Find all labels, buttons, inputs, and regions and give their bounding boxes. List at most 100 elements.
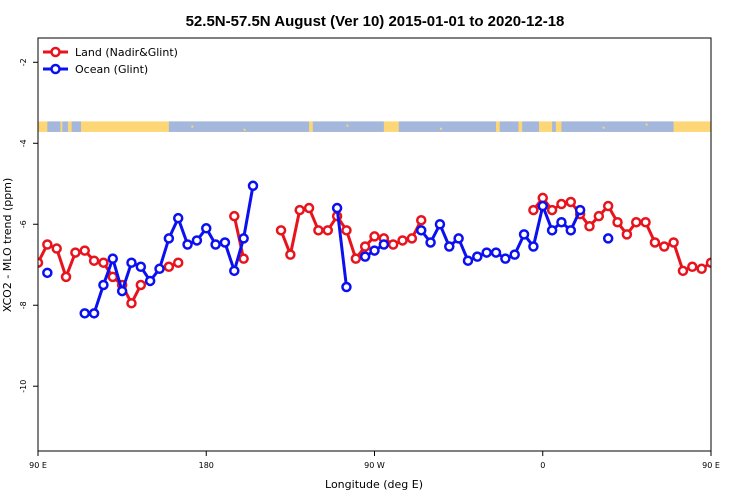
data-point (500, 253, 511, 264)
y-tick-label: -4 (19, 139, 28, 147)
data-point (98, 257, 109, 268)
landmask-speck (346, 124, 349, 127)
data-point (406, 233, 418, 244)
data-point (490, 247, 502, 258)
data-point (696, 263, 707, 275)
landmask-ocean (499, 121, 519, 132)
x-axis-label: Longitude (deg E) (325, 478, 423, 491)
data-point (172, 212, 184, 224)
data-point (163, 233, 175, 244)
series-line (279, 206, 423, 261)
data-point (144, 275, 156, 287)
series-0 (38, 192, 711, 309)
data-point (172, 257, 184, 268)
data-point (88, 308, 100, 319)
data-point (528, 241, 539, 252)
landmask-speck (243, 128, 246, 131)
data-point (556, 216, 567, 228)
data-point (453, 233, 464, 244)
series-line (335, 207, 348, 288)
data-point (602, 200, 614, 212)
data-point (219, 237, 231, 248)
x-tick-label: 180 (199, 461, 214, 470)
data-point (60, 271, 72, 283)
data-point (182, 239, 193, 250)
data-point (294, 204, 305, 216)
y-axis-label: XCO2 - MLO trend (ppm) (1, 178, 14, 313)
data-point (313, 225, 324, 236)
x-tick-label: 0 (540, 461, 545, 470)
landmask-ocean (47, 121, 61, 132)
series-line (532, 196, 711, 273)
data-point (593, 210, 605, 222)
data-point (350, 253, 362, 264)
data-point (687, 261, 698, 273)
data-point (51, 243, 62, 254)
data-point (126, 297, 137, 309)
data-point (705, 257, 711, 268)
data-point (462, 255, 474, 266)
data-point (584, 221, 595, 232)
data-point (79, 245, 90, 256)
data-point (70, 247, 81, 258)
landmask-ocean (522, 121, 540, 132)
landmask-ocean (398, 121, 497, 132)
data-point (42, 267, 53, 279)
series-layer (38, 180, 711, 319)
data-point (369, 231, 380, 242)
data-point (621, 229, 633, 240)
data-point (630, 216, 642, 228)
data-point (378, 239, 390, 250)
data-point (107, 253, 119, 264)
data-point (98, 279, 109, 291)
data-point (602, 233, 614, 244)
data-point (191, 235, 203, 246)
data-point (135, 261, 147, 273)
landmask-ocean (552, 121, 556, 132)
landmask-speck (645, 123, 648, 126)
landmask-ocean (561, 121, 674, 132)
x-tick-label: 90 E (29, 461, 47, 470)
legend-ocean-marker (50, 63, 61, 75)
landmask-ocean (62, 121, 68, 132)
data-point (659, 241, 670, 252)
data-point (565, 225, 577, 236)
data-point (229, 210, 240, 222)
landmask-ocean (312, 121, 384, 132)
data-point (509, 249, 520, 260)
plot-frame (37, 37, 712, 452)
landmask-speck (602, 126, 605, 129)
data-point (556, 198, 567, 210)
data-point (397, 235, 408, 246)
y-axis: -2 -4 -6 -8 -10 (19, 58, 38, 393)
data-point (425, 237, 436, 248)
x-tick-label: 90 W (364, 461, 385, 470)
data-point (154, 263, 165, 275)
series-1 (42, 180, 614, 319)
data-point (415, 225, 427, 236)
legend-land-label: Land (Nadir&Glint) (75, 46, 178, 59)
landmask-speck (191, 125, 194, 128)
data-point (38, 257, 44, 268)
data-point (574, 204, 586, 216)
data-point (88, 255, 100, 266)
data-point (341, 225, 352, 236)
landmask-speck (439, 127, 442, 130)
x-tick-label: 90 E (702, 461, 720, 470)
data-point (331, 202, 343, 214)
data-point (537, 200, 548, 212)
data-point (210, 239, 221, 250)
data-point (135, 279, 147, 291)
data-point (481, 247, 492, 258)
data-point (444, 241, 455, 252)
data-point (677, 265, 689, 277)
data-point (303, 202, 315, 214)
data-point (369, 245, 380, 256)
x-axis: 90 E 180 90 W 0 90 E (29, 451, 720, 470)
data-point (275, 225, 287, 236)
data-point (42, 239, 53, 250)
landmask-ocean (720, 121, 739, 132)
legend-ocean-label: Ocean (Glint) (75, 63, 148, 76)
